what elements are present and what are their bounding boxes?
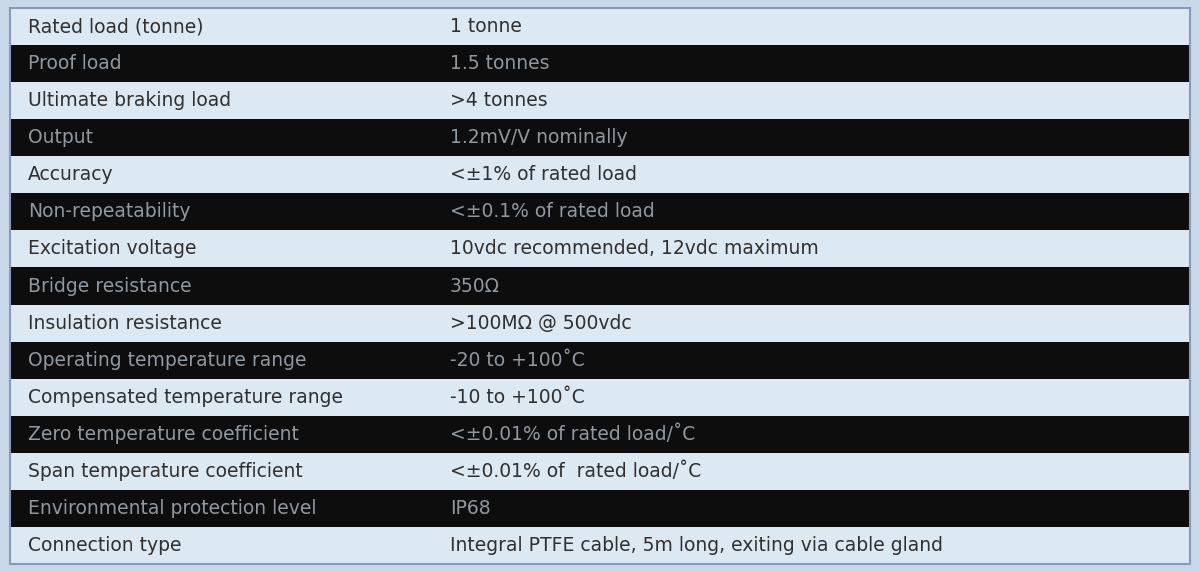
Bar	[10, 453, 1190, 490]
Text: Environmental protection level: Environmental protection level	[28, 499, 317, 518]
Text: Zero temperature coefficient: Zero temperature coefficient	[28, 425, 299, 444]
Text: Integral PTFE cable, 5m long, exiting via cable gland: Integral PTFE cable, 5m long, exiting vi…	[450, 536, 943, 555]
Text: Non-repeatability: Non-repeatability	[28, 202, 191, 221]
Bar	[10, 45, 1190, 82]
Text: 1.2mV/V nominally: 1.2mV/V nominally	[450, 128, 628, 147]
Text: >100MΩ @ 500vdc: >100MΩ @ 500vdc	[450, 313, 631, 332]
Text: 1.5 tonnes: 1.5 tonnes	[450, 54, 550, 73]
Text: Rated load (tonne): Rated load (tonne)	[28, 17, 204, 36]
Bar	[10, 156, 1190, 193]
Text: >4 tonnes: >4 tonnes	[450, 91, 547, 110]
Text: IP68: IP68	[450, 499, 491, 518]
Text: Proof load: Proof load	[28, 54, 121, 73]
Bar	[10, 268, 1190, 304]
Text: 10vdc recommended, 12vdc maximum: 10vdc recommended, 12vdc maximum	[450, 240, 818, 259]
Text: -10 to +100˚C: -10 to +100˚C	[450, 388, 584, 407]
Bar	[10, 304, 1190, 341]
Bar	[10, 416, 1190, 453]
Text: Excitation voltage: Excitation voltage	[28, 240, 197, 259]
Text: Output: Output	[28, 128, 94, 147]
Bar	[10, 341, 1190, 379]
Text: Connection type: Connection type	[28, 536, 181, 555]
Text: Span temperature coefficient: Span temperature coefficient	[28, 462, 302, 481]
Text: <±0.01% of rated load/˚C: <±0.01% of rated load/˚C	[450, 424, 695, 444]
Bar	[10, 82, 1190, 119]
Text: <±1% of rated load: <±1% of rated load	[450, 165, 637, 184]
Text: 350Ω: 350Ω	[450, 276, 500, 296]
Bar	[10, 119, 1190, 156]
Bar	[10, 193, 1190, 231]
Text: -20 to +100˚C: -20 to +100˚C	[450, 351, 584, 370]
Bar	[10, 379, 1190, 416]
Text: Compensated temperature range: Compensated temperature range	[28, 388, 343, 407]
Text: <±0.1% of rated load: <±0.1% of rated load	[450, 202, 655, 221]
Text: 1 tonne: 1 tonne	[450, 17, 522, 36]
Text: Bridge resistance: Bridge resistance	[28, 276, 192, 296]
Text: <±0.01% of  rated load/˚C: <±0.01% of rated load/˚C	[450, 462, 701, 481]
Text: Ultimate braking load: Ultimate braking load	[28, 91, 232, 110]
Text: Insulation resistance: Insulation resistance	[28, 313, 222, 332]
Bar	[10, 8, 1190, 45]
Text: Operating temperature range: Operating temperature range	[28, 351, 306, 370]
Bar	[10, 231, 1190, 268]
Bar	[10, 490, 1190, 527]
Text: Accuracy: Accuracy	[28, 165, 114, 184]
Bar	[10, 527, 1190, 564]
